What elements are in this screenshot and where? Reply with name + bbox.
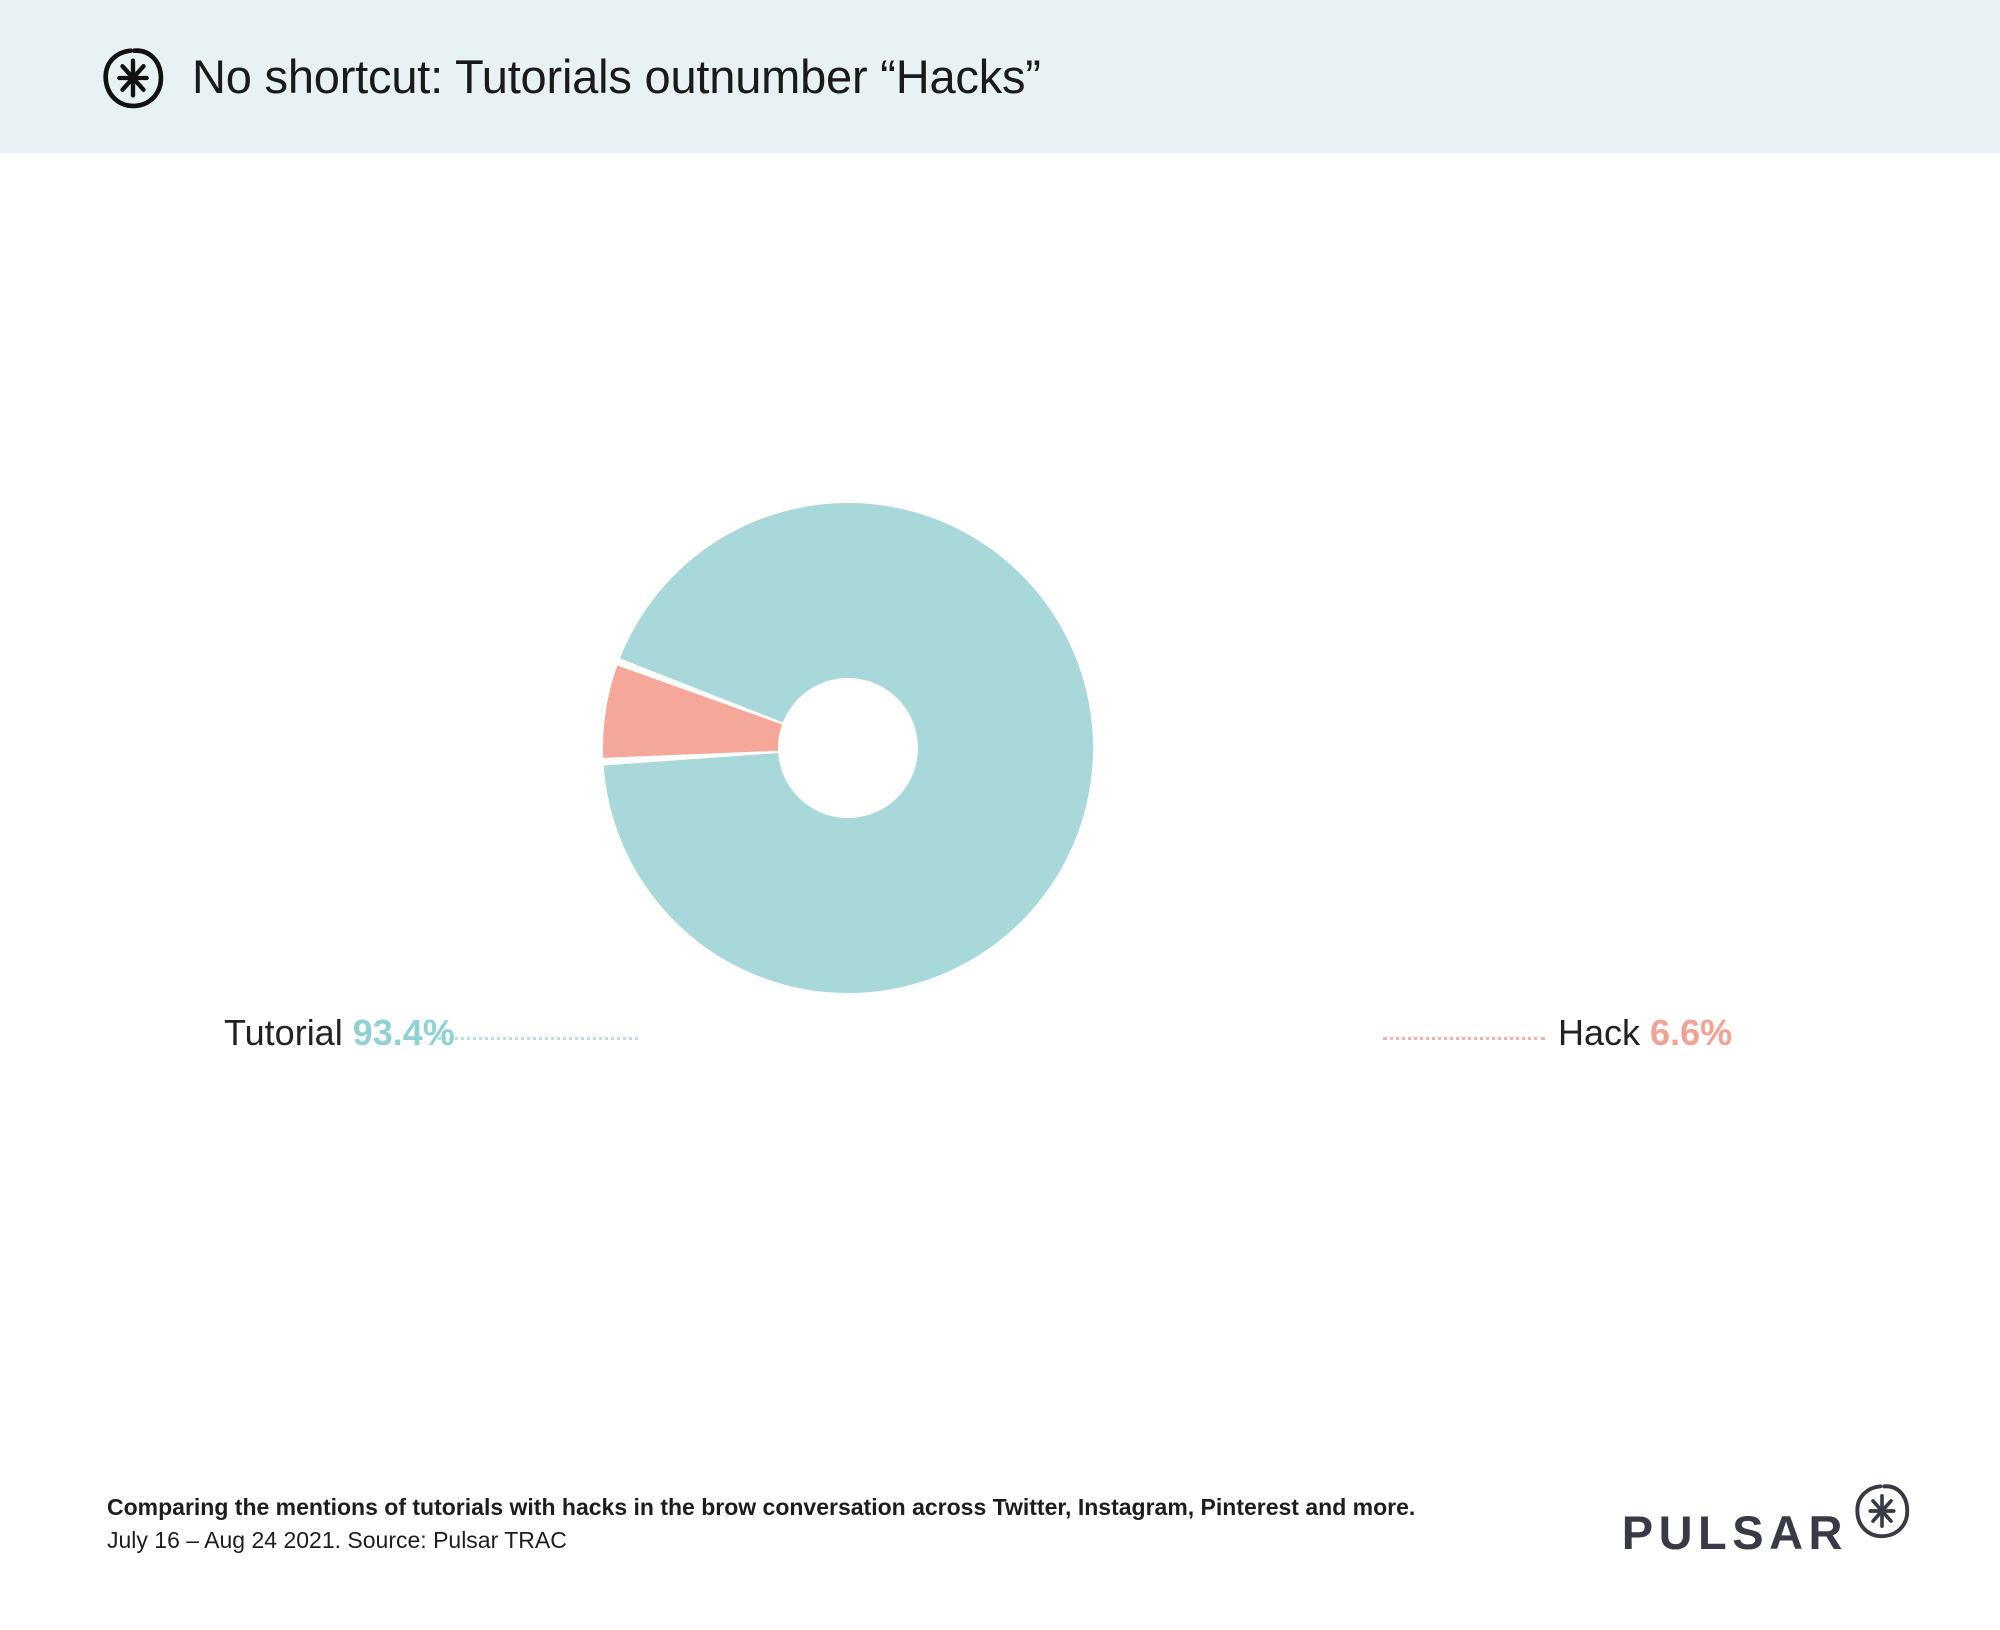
donut-chart: Tutorial 93.4% Hack 6.6% — [0, 153, 2000, 1483]
pulsar-brand-logo: PULSAR — [1622, 1483, 1910, 1556]
pulsar-asterisk-icon — [102, 47, 164, 109]
slice-label-tutorial: Tutorial 93.4% — [224, 1015, 455, 1051]
slice-label-hack: Hack 6.6% — [1558, 1015, 1732, 1051]
leader-line-tutorial — [438, 1037, 638, 1040]
footer-note-line-1: Comparing the mentions of tutorials with… — [107, 1494, 1416, 1520]
footer: Comparing the mentions of tutorials with… — [0, 1483, 2000, 1630]
footer-note: Comparing the mentions of tutorials with… — [107, 1491, 1415, 1556]
slice-label-tutorial-value: 93.4% — [352, 1012, 455, 1053]
pulsar-asterisk-icon — [1854, 1483, 1910, 1539]
donut-slice-tutorial[interactable] — [603, 503, 1094, 994]
slice-label-hack-value: 6.6% — [1650, 1012, 1733, 1053]
pulsar-wordmark: PULSAR — [1621, 1506, 1848, 1559]
donut-chart-svg — [603, 503, 1094, 994]
page-title: No shortcut: Tutorials outnumber “Hacks” — [192, 50, 1041, 103]
donut-slice-hack[interactable] — [603, 665, 783, 758]
header-bar: No shortcut: Tutorials outnumber “Hacks” — [0, 0, 2000, 153]
slice-label-tutorial-name: Tutorial — [224, 1012, 343, 1053]
footer-note-line-2: July 16 – Aug 24 2021. Source: Pulsar TR… — [107, 1526, 567, 1553]
slice-label-hack-name: Hack — [1558, 1012, 1641, 1053]
leader-line-hack — [1383, 1037, 1545, 1040]
